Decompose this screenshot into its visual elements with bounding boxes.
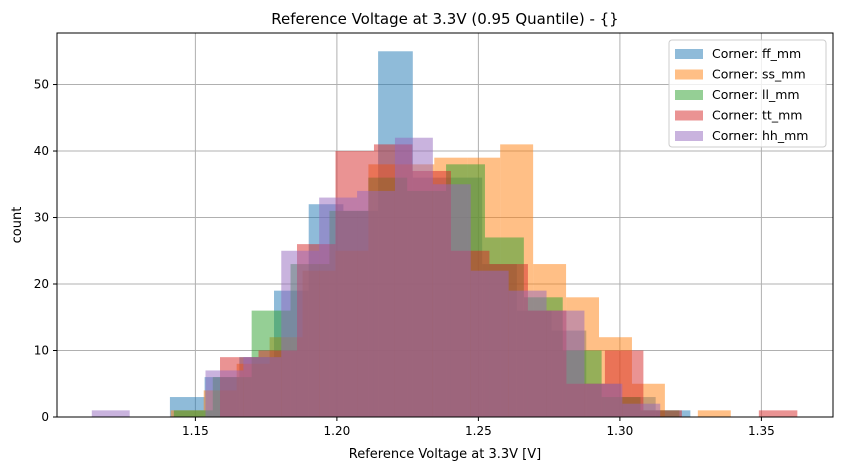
y-tick-label: 50	[34, 78, 49, 92]
legend-swatch	[675, 69, 703, 80]
histogram-bar	[205, 370, 244, 417]
chart-title: Reference Voltage at 3.3V (0.95 Quantile…	[271, 10, 618, 28]
x-tick-label: 1.20	[324, 424, 351, 438]
histogram-bar	[508, 290, 547, 417]
legend-swatch	[675, 90, 703, 100]
histogram-bar	[432, 184, 471, 417]
series-4	[91, 137, 661, 417]
legend-swatch	[675, 110, 703, 121]
x-tick-label: 1.30	[607, 424, 634, 438]
plot-frame	[56, 32, 834, 418]
histogram-bar	[643, 410, 682, 417]
legend-label: Corner: ll_mm	[712, 87, 800, 102]
x-tick-label: 1.25	[465, 424, 492, 438]
histogram-bar	[584, 383, 623, 417]
legend-swatch	[675, 131, 703, 141]
legend-box	[668, 39, 827, 148]
legend-label: Corner: tt_mm	[712, 108, 802, 123]
histogram-bar	[394, 137, 433, 417]
y-tick-label: 20	[34, 277, 49, 291]
histogram-bar	[281, 250, 320, 417]
histogram-bar	[622, 403, 661, 417]
x-tick-label: 1.15	[182, 424, 209, 438]
bars	[91, 51, 798, 418]
y-tick-label: 40	[34, 144, 49, 158]
x-tick-label: 1.35	[748, 424, 775, 438]
histogram-bar	[173, 410, 213, 417]
histogram-bar	[357, 190, 395, 417]
histogram-bar	[758, 410, 798, 417]
legend-label: Corner: ff_mm	[712, 46, 801, 61]
axis-ticks: 1.15 1.20 1.25 1.30 1.35 0 10 20 30 40 50	[34, 78, 775, 438]
y-tick-label: 30	[34, 211, 49, 225]
y-tick-label: 10	[34, 344, 49, 358]
legend-label: Corner: hh_mm	[712, 128, 808, 143]
histogram-bar	[91, 410, 130, 417]
x-axis-label: Reference Voltage at 3.3V [V]	[349, 447, 541, 462]
legend: Corner: ff_mm Corner: ss_mm Corner: ll_mm C…	[668, 39, 827, 148]
legend-swatch	[675, 49, 703, 59]
histogram-bar	[546, 310, 585, 417]
y-axis-label: count	[10, 207, 25, 244]
histogram-bar	[470, 270, 509, 417]
y-tick-label: 0	[41, 410, 49, 424]
histogram-bar	[697, 410, 731, 417]
legend-label: Corner: ss_mm	[712, 67, 806, 82]
histogram-bar	[243, 357, 282, 417]
histogram-bar	[319, 197, 358, 417]
